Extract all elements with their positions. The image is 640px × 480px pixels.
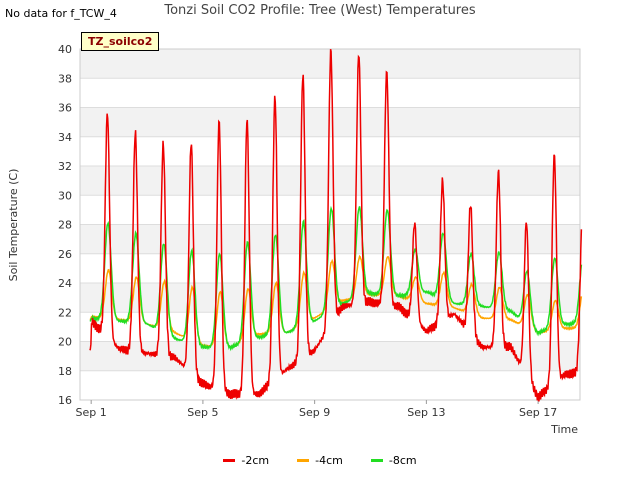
legend-item-minus4cm[interactable]: -4cm [297,454,343,467]
series-lines [89,48,583,402]
site-tag: TZ_soilco2 [81,32,160,51]
y-tick-label: 34 [58,131,72,144]
y-tick-label: 36 [58,102,72,115]
grid-band [80,341,580,371]
x-axis: Sep 1 Sep 5 Sep 9 Sep 13 Sep 17 [76,400,557,419]
x-tick-label: Sep 13 [407,406,445,419]
x-tick-label: Sep 9 [299,406,330,419]
legend-label-minus2cm: -2cm [241,454,270,467]
legend-swatch-minus4cm [297,459,310,462]
legend-label-minus4cm: -4cm [315,454,343,467]
legend-swatch-minus8cm [370,459,383,462]
y-tick-label: 24 [58,277,72,290]
y-tick-label: 40 [58,43,72,56]
no-data-note: No data for f_TCW_4 [5,7,117,20]
legend-item-minus2cm[interactable]: -2cm [223,454,269,467]
x-axis-label: Time [550,423,578,436]
y-tick-label: 26 [58,248,72,261]
y-tick-label: 22 [58,306,72,319]
chart-title: Tonzi Soil CO2 Profile: Tree (West) Temp… [164,3,476,18]
legend-item-minus8cm[interactable]: -8cm [370,454,417,467]
y-tick-label: 18 [58,365,72,378]
y-axis: 16 18 20 22 24 26 28 30 32 34 36 38 40 [58,43,72,407]
y-tick-label: 38 [58,72,72,85]
y-tick-label: 16 [58,394,72,407]
legend: -2cm -4cm -8cm [0,454,640,467]
y-axis-label: Soil Temperature (C) [7,169,20,282]
y-tick-label: 30 [58,189,72,202]
legend-label-minus8cm: -8cm [388,454,417,467]
plot-frame [79,48,581,401]
legend-swatch-minus2cm [223,459,236,462]
grid-band [80,166,580,196]
x-tick-label: Sep 1 [76,406,107,419]
y-tick-label: 28 [58,219,72,232]
x-tick-label: Sep 17 [519,406,557,419]
y-tick-label: 20 [58,336,72,349]
series-line-minus2cm [89,48,583,402]
y-tick-label: 32 [58,160,72,173]
x-tick-label: Sep 5 [187,406,218,419]
series-line-minus8cm [89,205,583,352]
